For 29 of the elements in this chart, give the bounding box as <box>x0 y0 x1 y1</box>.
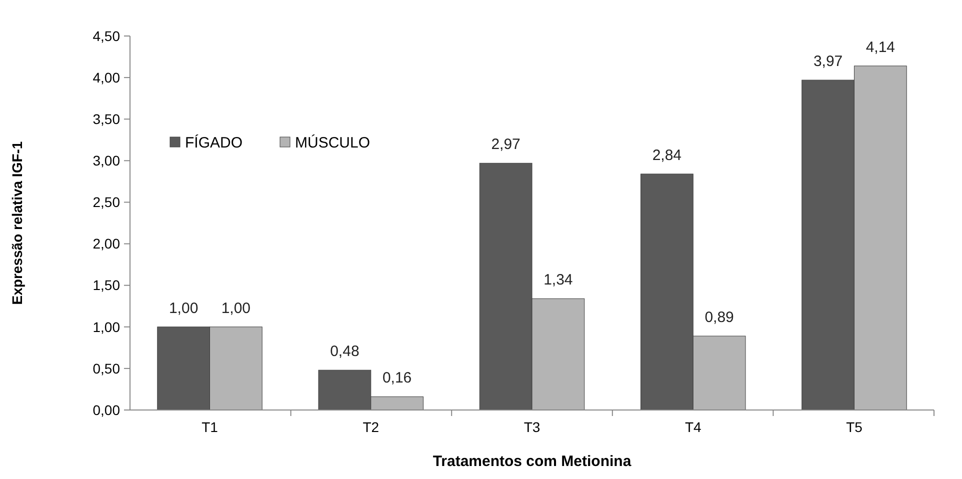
data-label: 0,89 <box>704 309 734 326</box>
y-tick-label: 1,00 <box>92 318 120 335</box>
data-label: 2,97 <box>491 136 520 154</box>
legend-label: FÍGADO <box>185 133 243 152</box>
y-axis-title: Expressão relativa IGF-1 <box>9 141 25 305</box>
y-tick-label: 4,00 <box>92 69 120 86</box>
y-tick-label: 0,00 <box>92 402 120 418</box>
x-tick-label: T1 <box>202 419 218 435</box>
x-tick-label: T3 <box>524 419 540 435</box>
x-axis-title: Tratamentos com Metionina <box>432 453 632 470</box>
legend-label: MÚSCULO <box>295 133 370 152</box>
x-tick-label: T4 <box>684 419 702 435</box>
y-tick-label: 2,00 <box>92 236 120 252</box>
y-tick-label: 3,00 <box>92 152 120 169</box>
y-tick-label: 4,50 <box>92 28 120 44</box>
data-label: 0,48 <box>330 343 360 360</box>
x-tick-label: T2 <box>362 419 380 435</box>
data-label: 0,16 <box>382 370 412 387</box>
y-tick-label: 3,50 <box>92 111 120 128</box>
x-tick-label: T5 <box>846 419 863 435</box>
y-tick-label: 0,50 <box>92 360 120 376</box>
y-tick-label: 2,50 <box>92 194 120 210</box>
data-label: 4,14 <box>866 38 896 56</box>
data-label: 1,00 <box>221 300 251 317</box>
y-tick-label: 1,50 <box>92 277 120 294</box>
data-label: 1,00 <box>168 300 198 317</box>
data-label: 1,34 <box>544 272 573 289</box>
data-label: 3,97 <box>813 53 843 70</box>
data-label: 2,84 <box>652 146 682 164</box>
